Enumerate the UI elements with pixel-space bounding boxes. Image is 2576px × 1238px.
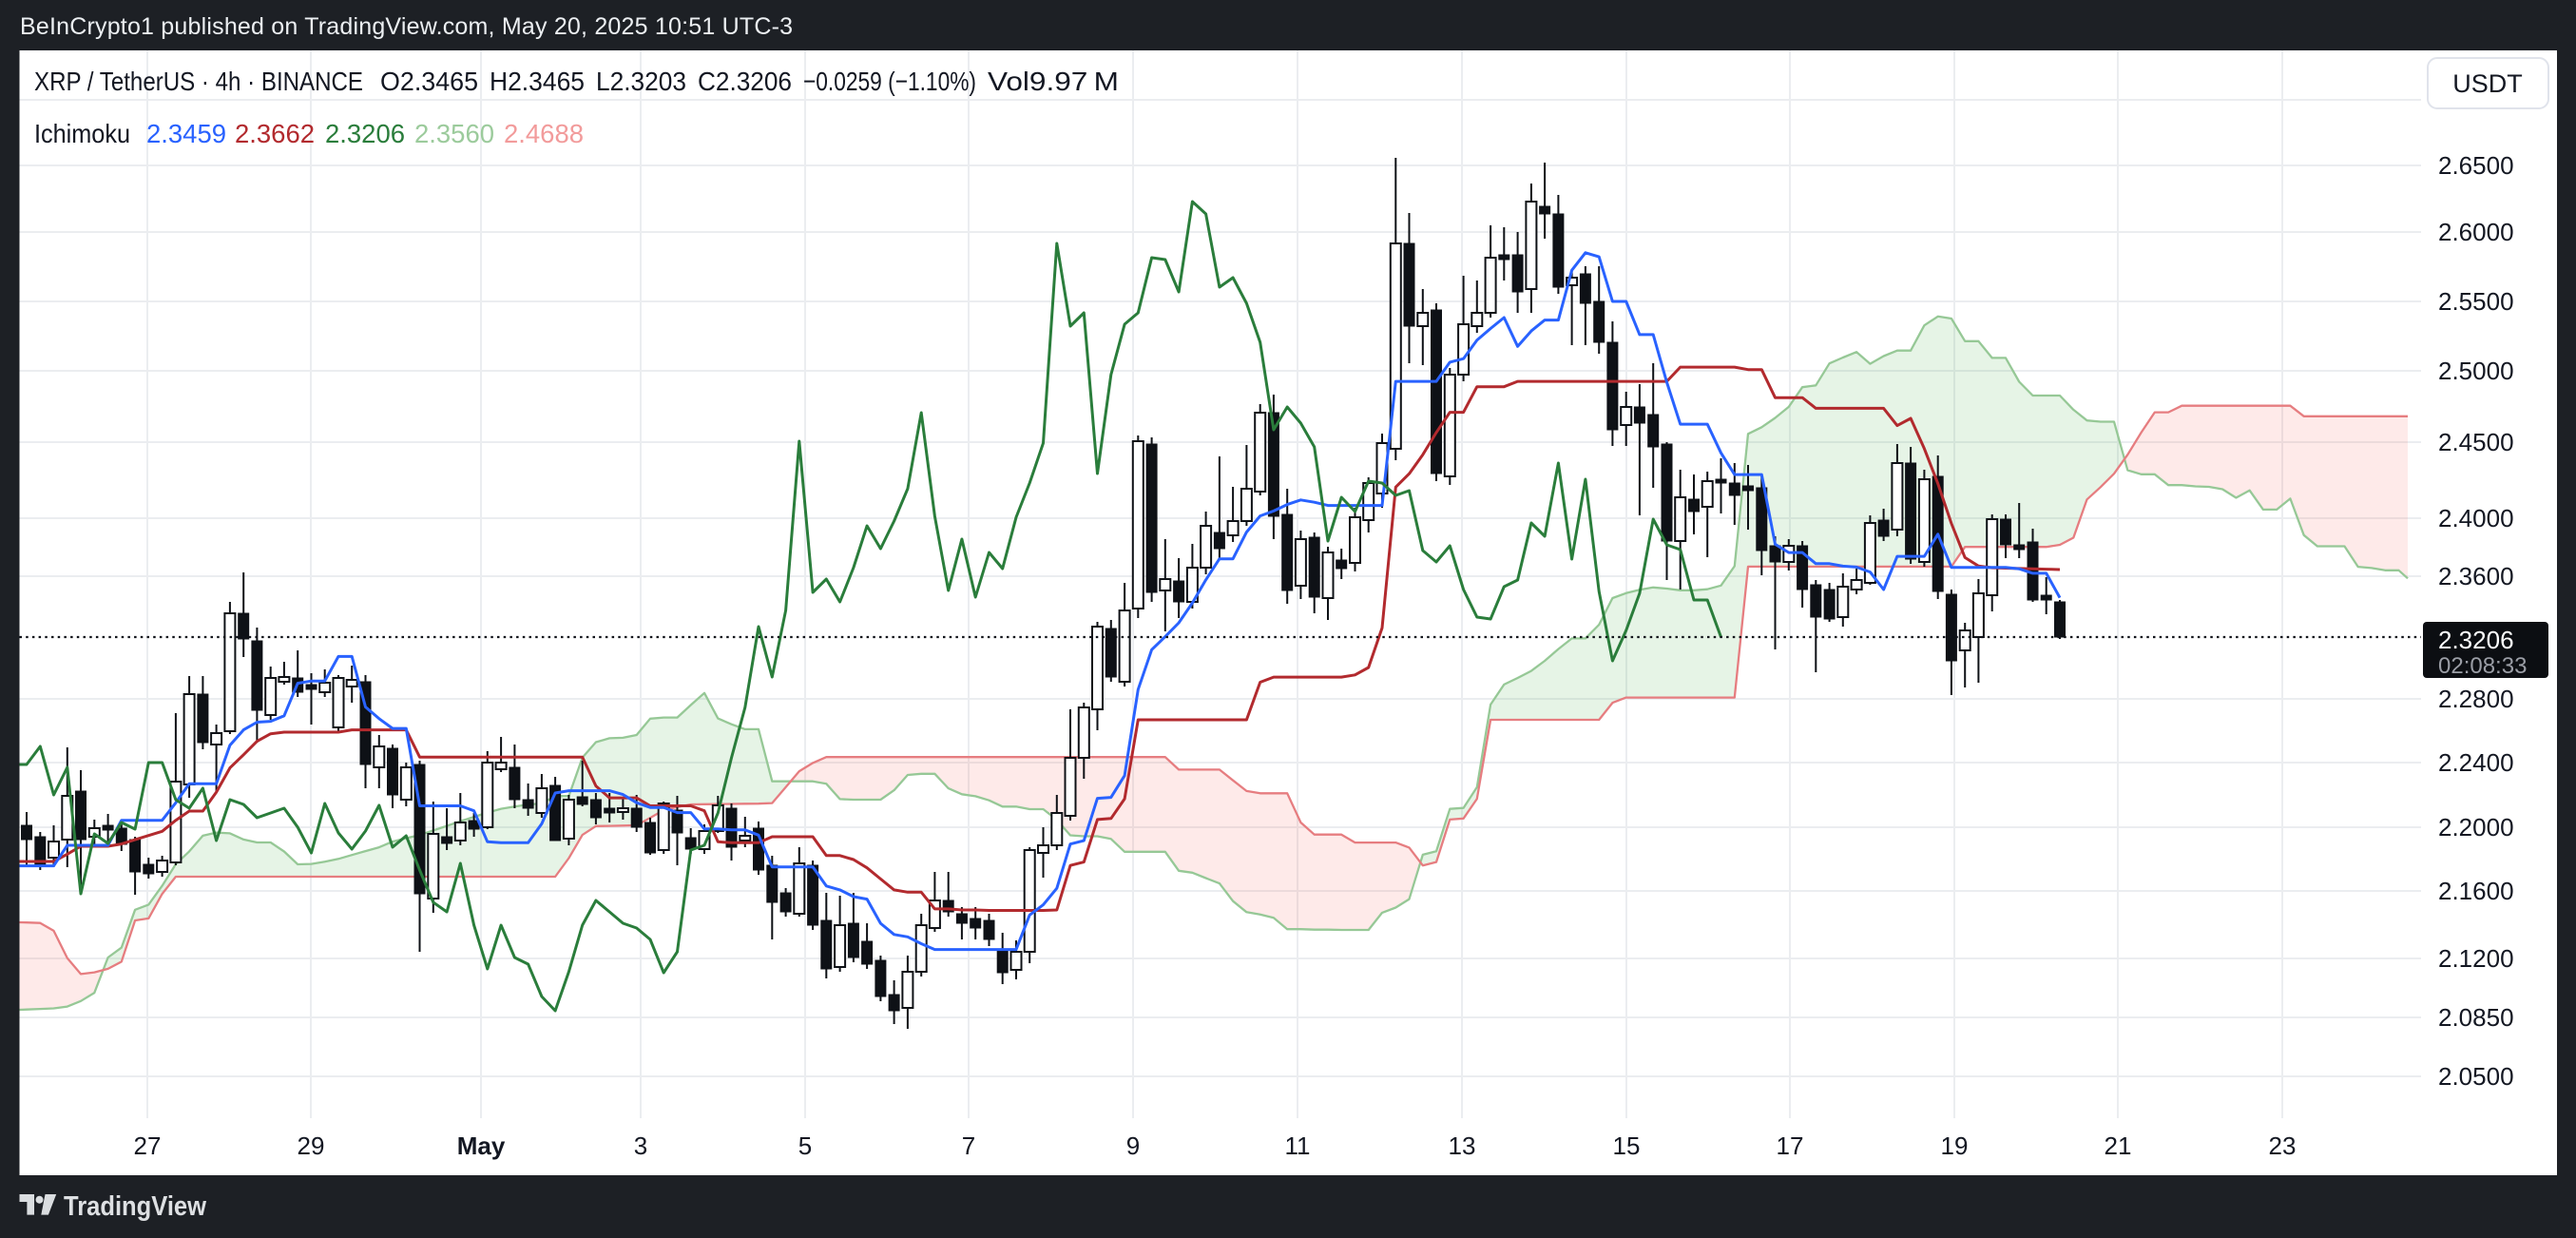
svg-text:2.3600: 2.3600 <box>2438 562 2514 590</box>
svg-text:2.2800: 2.2800 <box>2438 685 2514 713</box>
svg-text:L2.3203: L2.3203 <box>596 67 686 96</box>
svg-text:2.2400: 2.2400 <box>2438 748 2514 777</box>
svg-text:02:08:33: 02:08:33 <box>2438 653 2527 679</box>
svg-text:2.5500: 2.5500 <box>2438 287 2514 316</box>
svg-text:H2.3465: H2.3465 <box>490 67 585 96</box>
svg-text:2.4500: 2.4500 <box>2438 428 2514 456</box>
svg-text:2.1600: 2.1600 <box>2438 877 2514 905</box>
svg-text:27: 27 <box>134 1132 162 1160</box>
svg-text:2.3206: 2.3206 <box>325 119 405 148</box>
svg-text:2.2000: 2.2000 <box>2438 813 2514 841</box>
svg-text:11: 11 <box>1285 1132 1311 1160</box>
svg-text:21: 21 <box>2105 1132 2132 1160</box>
svg-text:USDT: USDT <box>2452 69 2523 98</box>
svg-text:2.5000: 2.5000 <box>2438 357 2514 385</box>
svg-text:Ichimoku: Ichimoku <box>34 119 130 148</box>
svg-text:TradingView: TradingView <box>64 1191 206 1222</box>
svg-text:XRP / TetherUS · 4h · BINANCE: XRP / TetherUS · 4h · BINANCE <box>34 67 363 96</box>
svg-text:−0.0259 (−1.10%): −0.0259 (−1.10%) <box>803 67 976 96</box>
svg-text:23: 23 <box>2269 1132 2297 1160</box>
svg-text:Vol9.97 M: Vol9.97 M <box>988 67 1119 96</box>
svg-text:2.3459: 2.3459 <box>146 119 226 148</box>
svg-text:2.6500: 2.6500 <box>2438 151 2514 180</box>
svg-text:2.3206: 2.3206 <box>2438 626 2514 654</box>
svg-text:O2.3465: O2.3465 <box>380 67 478 96</box>
svg-text:5: 5 <box>798 1132 812 1160</box>
svg-text:13: 13 <box>1449 1132 1476 1160</box>
svg-text:2.3560: 2.3560 <box>414 119 494 148</box>
svg-text:2.1200: 2.1200 <box>2438 944 2514 973</box>
svg-text:2.0500: 2.0500 <box>2438 1062 2514 1091</box>
svg-text:17: 17 <box>1777 1132 1804 1160</box>
svg-text:7: 7 <box>962 1132 975 1160</box>
svg-text:2.0850: 2.0850 <box>2438 1003 2514 1032</box>
svg-text:2.4688: 2.4688 <box>504 119 584 148</box>
svg-text:2.3662: 2.3662 <box>235 119 315 148</box>
svg-text:15: 15 <box>1613 1132 1641 1160</box>
svg-text:2.4000: 2.4000 <box>2438 504 2514 532</box>
svg-text:2.6000: 2.6000 <box>2438 218 2514 246</box>
svg-text:3: 3 <box>634 1132 647 1160</box>
svg-text:May: May <box>457 1132 506 1160</box>
svg-text:29: 29 <box>298 1132 325 1160</box>
svg-text:BeInCrypto1 published on Tradi: BeInCrypto1 published on TradingView.com… <box>20 13 793 40</box>
svg-text:9: 9 <box>1126 1132 1140 1160</box>
svg-text:C2.3206: C2.3206 <box>698 67 792 96</box>
svg-text:19: 19 <box>1941 1132 1969 1160</box>
